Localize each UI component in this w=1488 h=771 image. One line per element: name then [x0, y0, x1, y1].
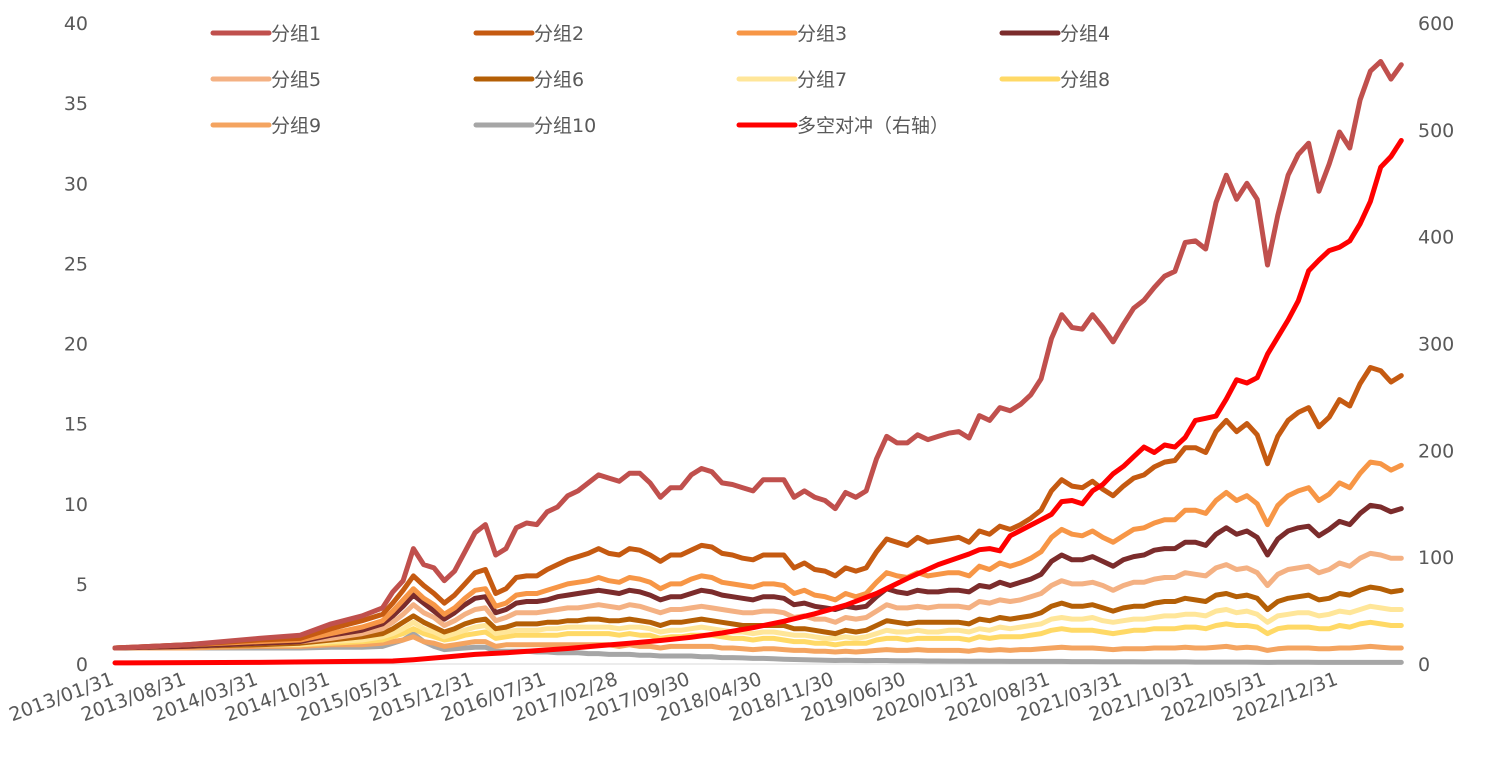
right-axis-tick-label: 200 [1418, 440, 1454, 462]
legend: 分组1 分组2 分组3 分组4 分组5 分组6 分组7 分组8 分组9 分组10 多空对冲（右轴） [210, 23, 1110, 137]
legend-label: 分组10 [534, 115, 596, 137]
plot-area [112, 59, 1404, 666]
right-axis-tick-label: 300 [1418, 334, 1454, 356]
series-line-6 [112, 584, 1404, 651]
legend-label: 分组2 [534, 23, 584, 45]
series-line-5 [112, 550, 1404, 651]
series-line-9 [112, 634, 1404, 655]
legend-label: 多空对冲（右轴） [797, 115, 949, 137]
legend-label: 分组1 [271, 23, 321, 45]
left-axis-tick-label: 25 [64, 253, 88, 275]
series-line-1 [112, 59, 1404, 651]
left-axis-tick-label: 0 [76, 654, 88, 676]
legend-label: 分组4 [1060, 23, 1110, 45]
right-axis-tick-label: 0 [1418, 654, 1430, 676]
left-axis-tick-label: 5 [76, 574, 88, 596]
legend-label: 分组7 [797, 69, 847, 91]
left-axis-tick-label: 20 [64, 334, 88, 356]
right-axis-tick-label: 500 [1418, 120, 1454, 142]
series-line-4 [112, 502, 1404, 651]
legend-label: 分组3 [797, 23, 847, 45]
legend-label: 分组6 [534, 69, 584, 91]
left-axis-tick-label: 15 [64, 414, 88, 436]
series-line-2 [112, 365, 1404, 651]
left-axis-tick-label: 10 [64, 494, 88, 516]
left-axis-tick-label: 30 [64, 173, 88, 195]
left-axis-tick-label: 40 [64, 13, 88, 35]
x-axis: 2013/01/312013/08/312014/03/312014/10/31… [6, 663, 1402, 726]
left-axis-tick-label: 35 [64, 93, 88, 115]
series-line-11 [112, 138, 1404, 666]
legend-label: 分组8 [1060, 69, 1110, 91]
legend-label: 分组5 [271, 69, 321, 91]
series-line-3 [112, 459, 1404, 651]
right-axis-tick-label: 400 [1418, 227, 1454, 249]
legend-label: 分组9 [271, 115, 321, 137]
right-axis-tick-label: 600 [1418, 13, 1454, 35]
right-axis-tick-label: 100 [1418, 547, 1454, 569]
series-line-7 [112, 603, 1404, 651]
series-line-8 [112, 619, 1404, 651]
left-axis: 0 5 10 15 20 25 30 35 40 [64, 13, 88, 676]
right-axis: 0 100 200 300 400 500 600 [1418, 13, 1454, 676]
